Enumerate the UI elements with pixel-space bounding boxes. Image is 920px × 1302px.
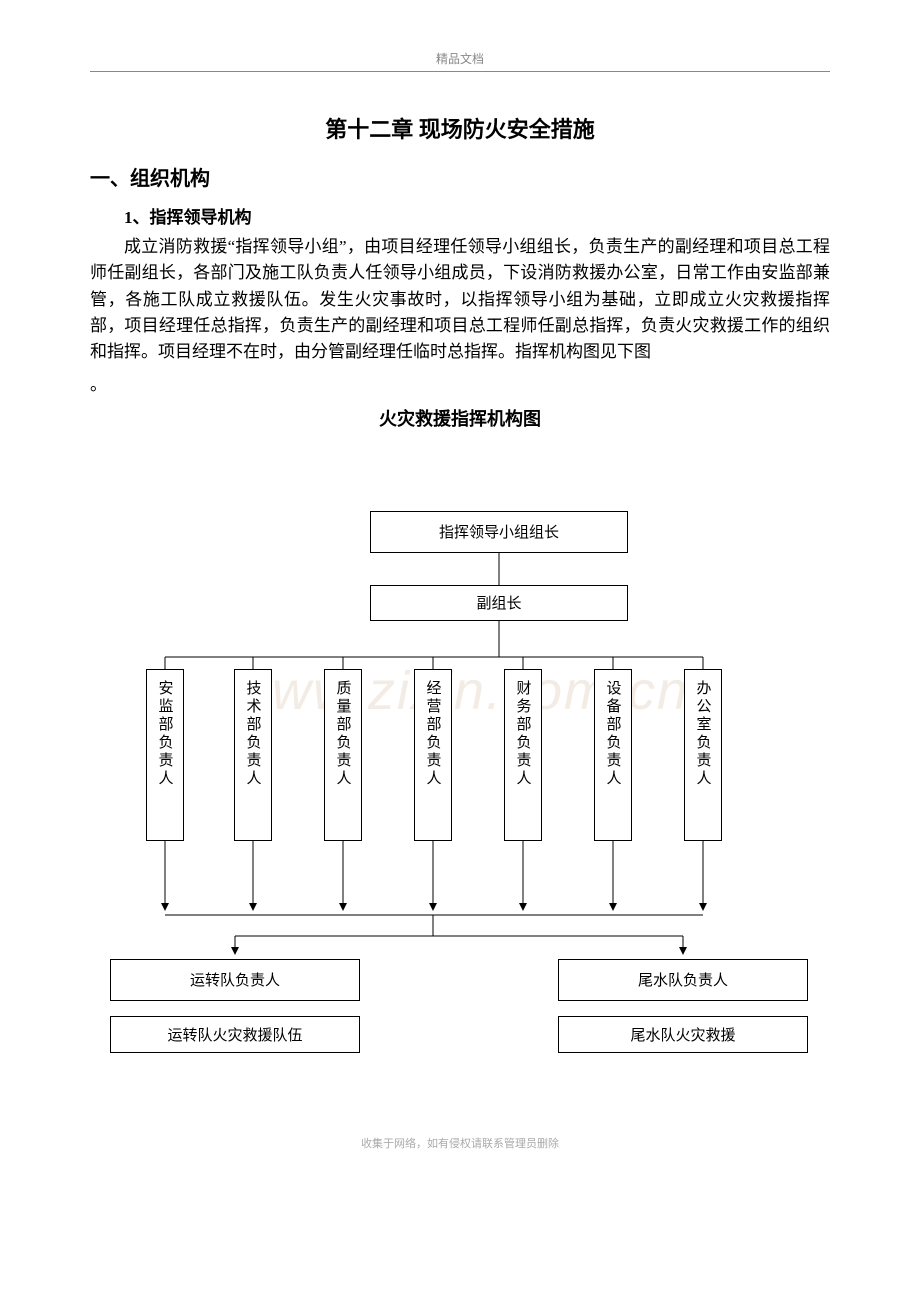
node-dept-2: 技术部负责人 bbox=[234, 669, 272, 841]
node-team-right-leader: 尾水队负责人 bbox=[558, 959, 808, 1001]
chapter-title: 第十二章 现场防火安全措施 bbox=[90, 112, 830, 144]
doc-header-label: 精品文档 bbox=[90, 50, 830, 72]
node-dept-3: 质量部负责人 bbox=[324, 669, 362, 841]
node-dept-1: 安监部负责人 bbox=[146, 669, 184, 841]
paragraph: 成立消防救援“指挥领导小组”，由项目经理任领导小组组长，负责生产的副经理和项目总… bbox=[90, 234, 830, 366]
node-dept-6: 设备部负责人 bbox=[594, 669, 632, 841]
org-chart: 指挥领导小组组长 副组长 安监部负责人 技术部负责人 质量部负责人 经营部负责人… bbox=[90, 511, 860, 1151]
paragraph-end: 。 bbox=[90, 370, 830, 395]
node-dept-4: 经营部负责人 bbox=[414, 669, 452, 841]
subsection-title: 1、指挥领导机构 bbox=[90, 203, 830, 228]
node-dept-7: 办公室负责人 bbox=[684, 669, 722, 841]
doc-footer-label: 收集于网络，如有侵权请联系管理员删除 bbox=[0, 1135, 920, 1151]
diagram-title: 火灾救援指挥机构图 bbox=[90, 405, 830, 431]
node-team-right-squad: 尾水队火灾救援 bbox=[558, 1016, 808, 1053]
node-dept-5: 财务部负责人 bbox=[504, 669, 542, 841]
node-team-left-squad: 运转队火灾救援队伍 bbox=[110, 1016, 360, 1053]
section-title: 一、组织机构 bbox=[90, 162, 830, 191]
node-deputy: 副组长 bbox=[370, 585, 628, 621]
node-leader: 指挥领导小组组长 bbox=[370, 511, 628, 553]
node-team-left-leader: 运转队负责人 bbox=[110, 959, 360, 1001]
